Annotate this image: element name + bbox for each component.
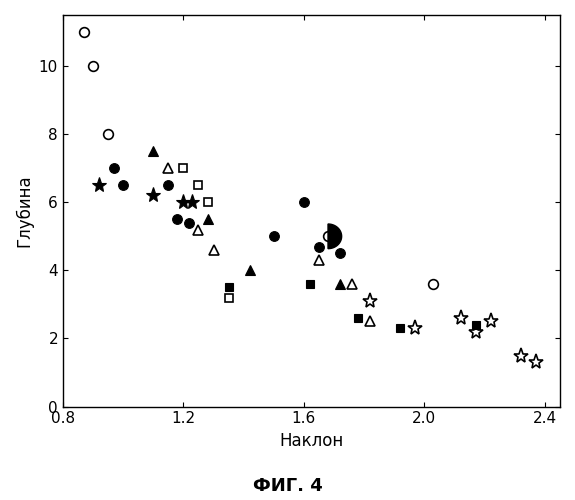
X-axis label: Наклон: Наклон: [279, 432, 344, 450]
Y-axis label: Глубина: Глубина: [15, 174, 33, 247]
Text: ФИГ. 4: ФИГ. 4: [252, 477, 323, 495]
Polygon shape: [328, 224, 342, 248]
